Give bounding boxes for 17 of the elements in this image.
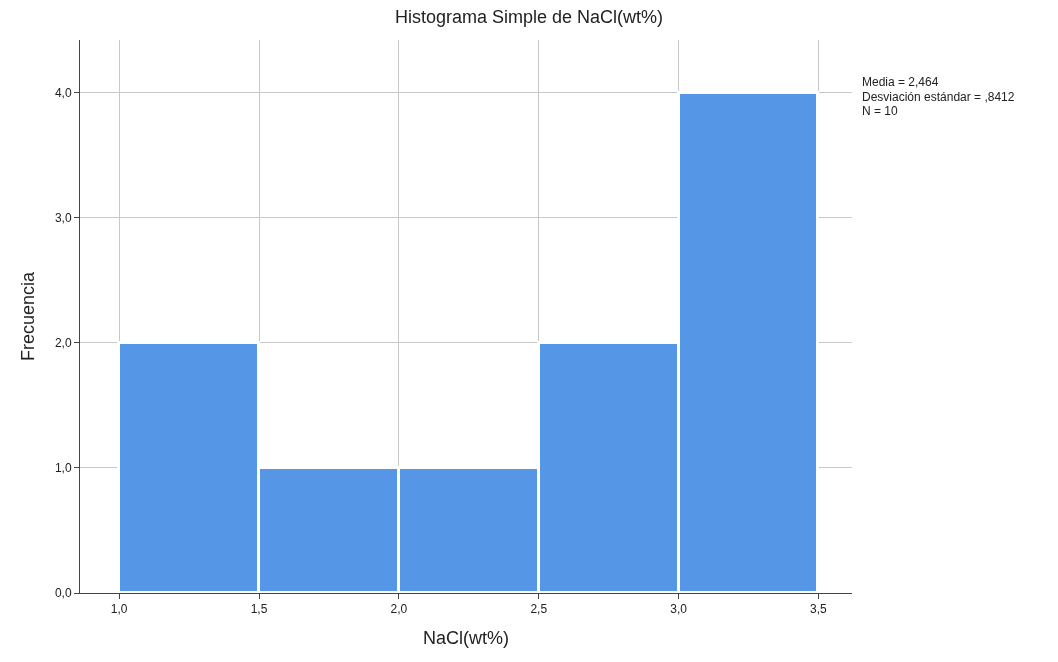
y-axis-title: Frecuencia: [18, 270, 39, 362]
x-tick-label: 3,0: [670, 602, 688, 617]
x-tick-label: 3,5: [810, 602, 828, 617]
y-tick-label: 1,0: [54, 461, 72, 476]
y-tick-label: 2,0: [54, 335, 72, 350]
text: N = 10: [862, 104, 899, 118]
x-tick-label: 2,5: [530, 602, 548, 617]
y-tick-label: 3,0: [54, 210, 72, 225]
x-tick-label: 1,0: [110, 602, 128, 617]
text: Media = 2,464: [862, 75, 939, 89]
chart-title: Histograma Simple de NaCl(wt%): [394, 6, 664, 27]
y-tick-label: 4,0: [54, 85, 72, 100]
y-tick-label: 0,0: [54, 586, 72, 601]
x-tick-label: 2,0: [390, 602, 408, 617]
x-axis-title: NaCl(wt%): [422, 627, 510, 648]
text: Desviación estándar = ,8412: [862, 90, 1015, 104]
x-tick-label: 1,5: [250, 602, 268, 617]
